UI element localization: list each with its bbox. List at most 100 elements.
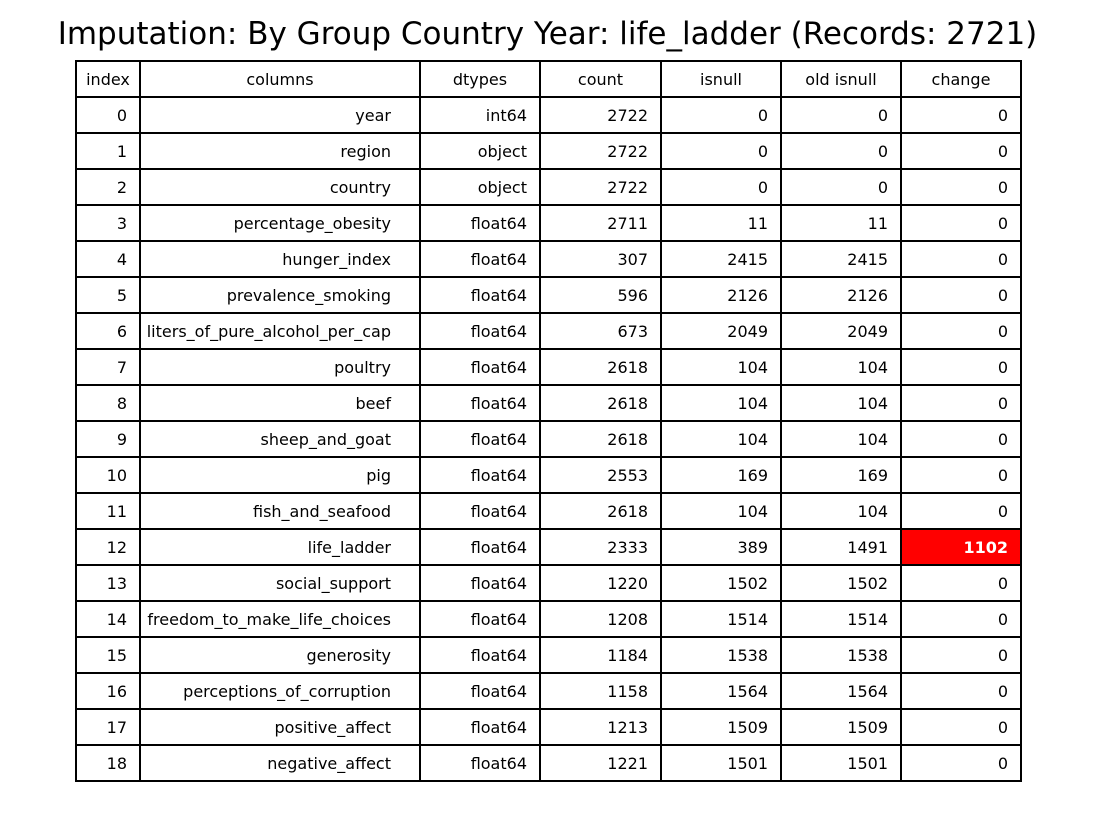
table-cell: float64 [419,564,541,602]
table-row: 12 life_ladder float64 2333 389 1491 1102 [75,528,1022,566]
table-row: 13 social_support float64 1220 1502 1502 0 [75,564,1022,602]
table-cell: float64 [419,240,541,278]
table-cell: 0 [780,96,902,134]
table-row: 2 country object 2722 0 0 0 [75,168,1022,206]
table-cell: float64 [419,528,541,566]
table-cell: 104 [660,384,782,422]
table-cell: 104 [660,420,782,458]
table-cell: 1491 [780,528,902,566]
table-cell: 2049 [780,312,902,350]
table-cell: 10 [75,456,141,494]
table-cell: float64 [419,348,541,386]
table-row: 3 percentage_obesity float64 2711 11 11 0 [75,204,1022,242]
table-cell: 1538 [660,636,782,674]
table-cell: 0 [900,384,1022,422]
table-cell: 2618 [539,492,662,530]
table-cell: 1158 [539,672,662,710]
table-cell: float64 [419,708,541,746]
table-cell: 104 [780,348,902,386]
table-cell: 1564 [780,672,902,710]
table-cell: 11 [75,492,141,530]
table-cell: 2722 [539,96,662,134]
table-cell: beef [139,384,421,422]
table-cell: 1501 [780,744,902,782]
table-cell: country [139,168,421,206]
table-cell: 17 [75,708,141,746]
table-cell: 0 [900,276,1022,314]
header-cell: dtypes [419,60,541,98]
table-row: 7 poultry float64 2618 104 104 0 [75,348,1022,386]
table-cell: 0 [900,600,1022,638]
header-cell: index [75,60,141,98]
table-cell: float64 [419,492,541,530]
table-row: 0 year int64 2722 0 0 0 [75,96,1022,134]
table-row: 6 liters_of_pure_alcohol_per_cap float64 67… [75,312,1022,350]
table-cell: 1220 [539,564,662,602]
table-cell: pig [139,456,421,494]
table-cell: 0 [780,168,902,206]
table-cell: 2722 [539,132,662,170]
table-row: 8 beef float64 2618 104 104 0 [75,384,1022,422]
table-cell: float64 [419,420,541,458]
table-cell: 1514 [780,600,902,638]
table-cell: 0 [900,204,1022,242]
table-cell: 2618 [539,420,662,458]
table-row: 4 hunger_index float64 307 2415 2415 0 [75,240,1022,278]
table-cell: 0 [780,132,902,170]
header-cell: isnull [660,60,782,98]
header-cell: old isnull [780,60,902,98]
table-cell: poultry [139,348,421,386]
table-row: 11 fish_and_seafood float64 2618 104 104 0 [75,492,1022,530]
table-cell: 5 [75,276,141,314]
table-cell: 389 [660,528,782,566]
table-cell: 0 [900,420,1022,458]
table-cell: 596 [539,276,662,314]
header-cell: count [539,60,662,98]
table-cell: 0 [900,636,1022,674]
table-row: 15 generosity float64 1184 1538 1538 0 [75,636,1022,674]
table-cell: 11 [660,204,782,242]
table-cell: generosity [139,636,421,674]
header-cell: change [900,60,1022,98]
table-row: 16 perceptions_of_corruption float64 1158 15… [75,672,1022,710]
table-cell: 169 [780,456,902,494]
table-cell: 104 [780,492,902,530]
table-cell: 9 [75,420,141,458]
table-cell: 673 [539,312,662,350]
table-cell: 1102 [900,528,1022,566]
table-cell: liters_of_pure_alcohol_per_cap [139,312,421,350]
table-cell: 104 [660,348,782,386]
table-cell: 1502 [780,564,902,602]
table-row: 17 positive_affect float64 1213 1509 1509 0 [75,708,1022,746]
table-cell: object [419,168,541,206]
table-cell: perceptions_of_corruption [139,672,421,710]
table-cell: hunger_index [139,240,421,278]
table-cell: 3 [75,204,141,242]
table-cell: 16 [75,672,141,710]
table-cell: 0 [660,132,782,170]
table-cell: 104 [660,492,782,530]
table-cell: 1208 [539,600,662,638]
table-cell: 4 [75,240,141,278]
table-cell: 0 [900,240,1022,278]
table-cell: 1509 [780,708,902,746]
table-cell: 2722 [539,168,662,206]
table-cell: int64 [419,96,541,134]
table-cell: 307 [539,240,662,278]
table-cell: fish_and_seafood [139,492,421,530]
table-cell: float64 [419,744,541,782]
table-cell: float64 [419,600,541,638]
table-cell: 1502 [660,564,782,602]
table-cell: 2553 [539,456,662,494]
table-cell: float64 [419,204,541,242]
table-cell: 11 [780,204,902,242]
table-cell: 0 [900,132,1022,170]
table-cell: 2126 [660,276,782,314]
table-cell: sheep_and_goat [139,420,421,458]
table-cell: 0 [660,96,782,134]
table-cell: 0 [900,672,1022,710]
table-row: 18 negative_affect float64 1221 1501 1501 0 [75,744,1022,782]
table-cell: 2711 [539,204,662,242]
table-cell: freedom_to_make_life_choices [139,600,421,638]
table-cell: 2618 [539,384,662,422]
